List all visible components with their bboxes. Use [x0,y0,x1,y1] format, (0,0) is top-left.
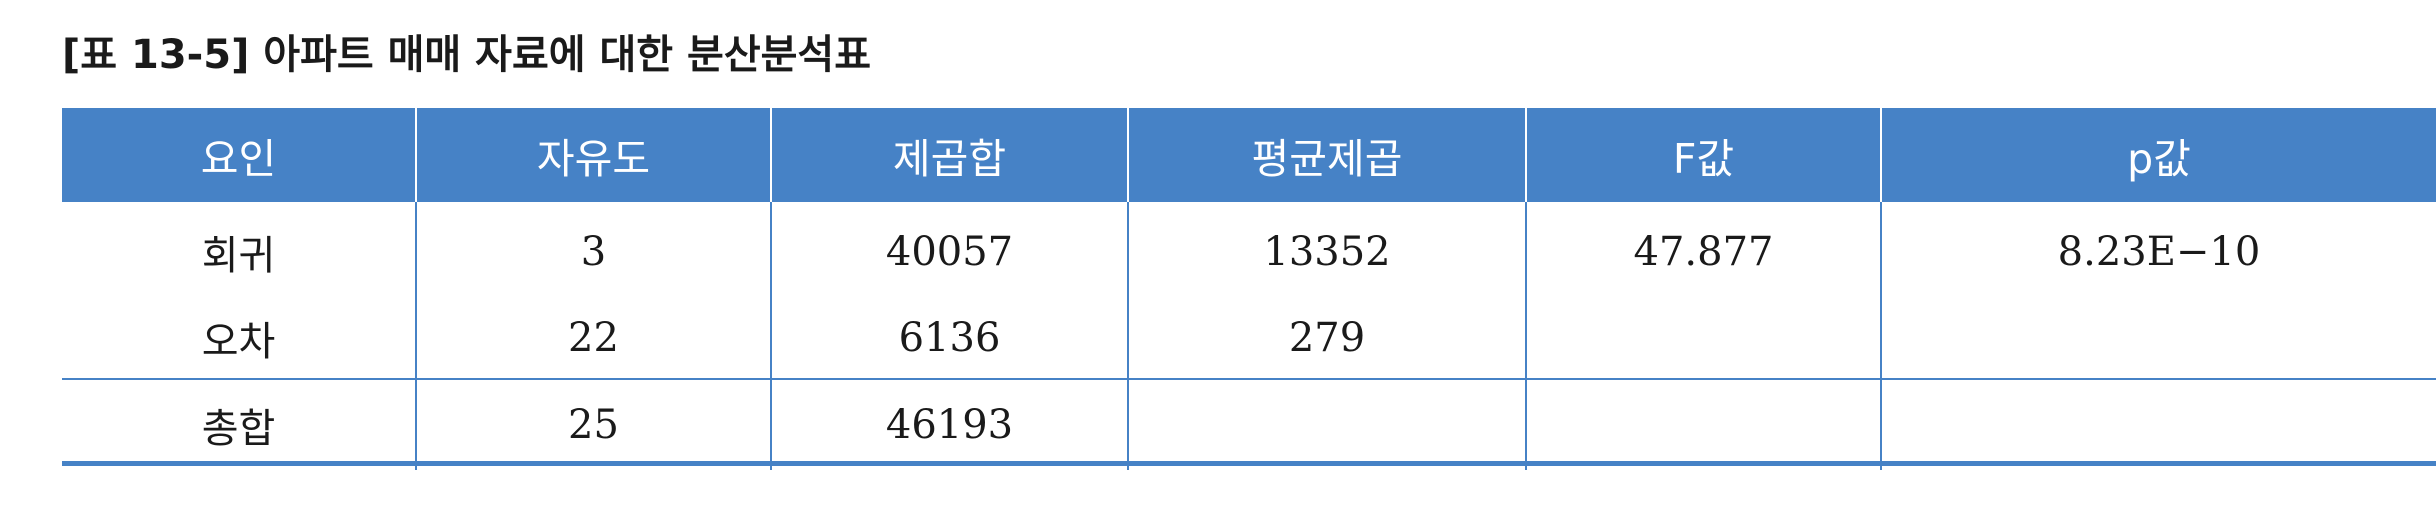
cell-mean-square: 279 [1127,298,1526,379]
table-row: 회귀 3 40057 13352 47.877 8.23E−10 [62,202,2436,298]
table-bottom-rule [62,461,2436,466]
anova-table: 요인 자유도 제곱합 평균제곱 F값 p값 회귀 3 40057 13352 4… [62,108,2436,470]
table-row: 오차 22 6136 279 [62,298,2436,379]
cell-df: 25 [415,378,771,470]
header-mean-square: 평균제곱 [1127,108,1526,202]
table-body: 회귀 3 40057 13352 47.877 8.23E−10 오차 22 6… [62,202,2436,470]
cell-sum-of-squares: 40057 [770,202,1128,298]
cell-p-value [1880,378,2436,470]
cell-df: 3 [415,202,771,298]
cell-sum-of-squares: 6136 [770,298,1128,379]
header-factor: 요인 [62,108,416,202]
header-row: 요인 자유도 제곱합 평균제곱 F값 p값 [62,108,2436,202]
header-p-value: p값 [1880,108,2436,202]
header-df: 자유도 [415,108,771,202]
cell-f-value [1525,298,1881,379]
cell-sum-of-squares: 46193 [770,378,1128,470]
cell-df: 22 [415,298,771,379]
cell-factor: 오차 [201,319,276,365]
cell-f-value: 47.877 [1525,202,1881,298]
cell-factor: 회귀 [201,233,276,279]
header-f-value: F값 [1525,108,1881,202]
cell-factor: 총합 [62,378,416,470]
table-caption: [표 13-5] 아파트 매매 자료에 대한 분산분석표 [62,32,872,78]
cell-p-value: 8.23E−10 [1880,202,2436,298]
cell-mean-square [1127,378,1526,470]
table-row: 총합 25 46193 [62,378,2436,470]
table-header: 요인 자유도 제곱합 평균제곱 F값 p값 [62,108,2436,202]
cell-f-value [1525,378,1881,470]
cell-mean-square: 13352 [1127,202,1526,298]
header-sum-of-squares: 제곱합 [770,108,1128,202]
cell-p-value [1880,298,2436,379]
